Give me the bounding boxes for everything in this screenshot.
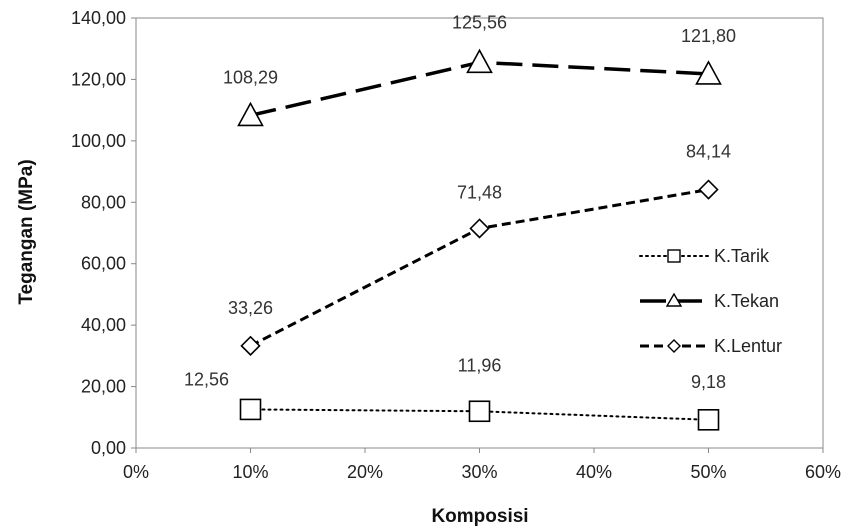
data-point-marker	[468, 400, 491, 423]
data-label: 84,14	[686, 142, 731, 162]
data-label: 108,29	[223, 67, 278, 87]
data-label: 9,18	[691, 372, 726, 392]
x-tick-label: 10%	[232, 462, 268, 482]
data-label: 121,80	[681, 26, 736, 46]
y-axis-title: Tegangan (MPa)	[16, 159, 37, 304]
series-k-tekan	[237, 48, 722, 127]
legend: K.Tarik K.Tekan K.Lentur	[639, 246, 782, 356]
y-tick-label: 80,00	[81, 192, 126, 212]
x-tick-label: 0%	[123, 462, 149, 482]
legend-marker	[667, 339, 681, 353]
data-point-marker	[240, 335, 261, 356]
series-k-tarik	[239, 398, 720, 431]
y-tick-label: 60,00	[81, 254, 126, 274]
data-label: 71,48	[457, 182, 502, 202]
series-k-lentur	[240, 179, 719, 356]
data-point-marker	[469, 218, 490, 239]
data-point-marker	[698, 179, 719, 200]
legend-marker	[667, 249, 681, 263]
x-axis-title: Komposisi	[431, 506, 528, 527]
axes: 0,00 20,00 40,00 60,00 80,00 100,00 120,00 140,…	[71, 8, 841, 482]
x-tick-label: 40%	[576, 462, 612, 482]
data-label: 125,56	[452, 12, 507, 32]
legend-item: K.Tarik	[639, 246, 770, 266]
x-tick-label: 50%	[690, 462, 726, 482]
series-layer	[237, 48, 722, 431]
data-label: 12,56	[184, 369, 229, 389]
legend-item: K.Lentur	[640, 336, 782, 356]
data-point-marker	[466, 48, 493, 74]
legend-label: K.Tarik	[714, 246, 770, 266]
legend-item: K.Tekan	[640, 291, 779, 311]
y-tick-label: 100,00	[71, 131, 126, 151]
legend-marker	[665, 292, 683, 307]
data-point-marker	[697, 409, 720, 431]
data-point-marker	[695, 60, 722, 85]
data-point-marker	[239, 398, 262, 421]
series-line	[249, 188, 709, 348]
y-tick-label: 140,00	[71, 8, 126, 28]
data-labels: 12,56 11,96 9,18 108,29 125,56 121,80 33,26 71,…	[184, 12, 736, 391]
data-label: 11,96	[458, 355, 502, 375]
data-point-marker	[237, 101, 264, 127]
y-tick-label: 120,00	[71, 69, 126, 89]
data-label: 33,26	[228, 298, 273, 318]
x-tick-label: 20%	[347, 462, 383, 482]
x-tick-label: 60%	[805, 462, 841, 482]
x-tick-label: 30%	[461, 462, 497, 482]
legend-label: K.Tekan	[714, 291, 779, 311]
legend-label: K.Lentur	[714, 336, 782, 356]
y-tick-label: 20,00	[81, 377, 126, 397]
y-tick-label: 40,00	[81, 315, 126, 335]
y-tick-label: 0,00	[91, 438, 126, 458]
